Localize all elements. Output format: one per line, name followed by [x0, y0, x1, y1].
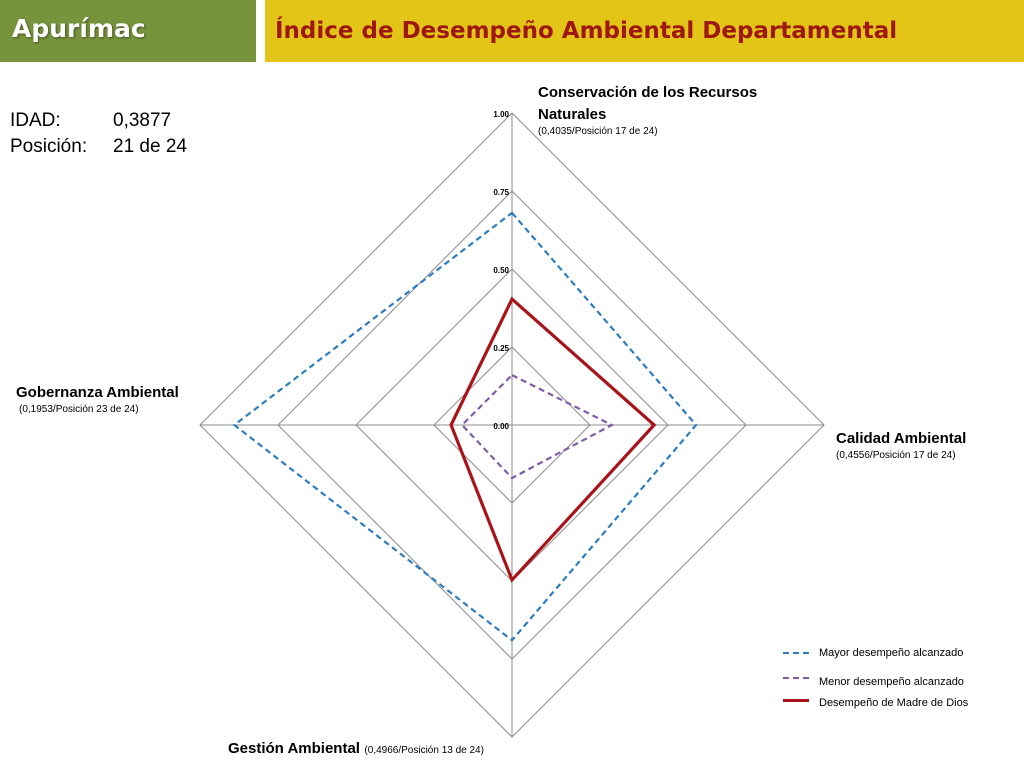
axis-name-calidad: Calidad Ambiental	[836, 430, 967, 447]
legend-label-region: Desempeño de Madre de Dios	[819, 697, 969, 709]
series-line-2	[449, 296, 657, 583]
legend-label-min: Menor desempeño alcanzado	[819, 676, 964, 688]
tick-label-3: 0.75	[493, 188, 509, 197]
axis-label-right: Calidad Ambiental (0,4556/Posición 17 de…	[836, 428, 966, 461]
tick-label-4: 1.00	[493, 110, 509, 119]
axis-detail-gobernanza: (0,1953/Posición 23 de 24)	[19, 404, 139, 415]
axis-detail-gestion: (0,4966/Posición 13 de 24)	[364, 745, 484, 756]
legend-swatch-min	[783, 677, 809, 679]
axis-detail-conservacion: (0,4035/Posición 17 de 24)	[538, 126, 658, 137]
page-header: Índice de Desempeño Ambiental Departamen…	[265, 0, 1024, 62]
summary-panel: IDAD: 0,3877 Posición: 21 de 24	[10, 108, 187, 160]
position-value: 21 de 24	[113, 136, 187, 157]
axis-label-top: Conservación de los Recursos Naturales (…	[538, 82, 798, 137]
series-line-1	[460, 373, 615, 480]
region-header: Apurímac	[0, 0, 256, 62]
legend-label-max: Mayor desempeño alcanzado	[819, 647, 964, 659]
idad-row: IDAD: 0,3877	[10, 108, 187, 134]
legend-swatch-max	[783, 652, 809, 654]
idad-value: 0,3877	[113, 110, 172, 131]
tick-label-2: 0.50	[493, 266, 509, 275]
page-title: Índice de Desempeño Ambiental Departamen…	[275, 18, 898, 44]
position-label: Posición:	[10, 136, 88, 157]
region-title: Apurímac	[12, 14, 146, 43]
series-line-0	[232, 211, 698, 642]
tick-label-0: 0.00	[493, 422, 509, 431]
axis-label-bottom: Gestión Ambiental (0,4966/Posición 13 de…	[228, 738, 484, 760]
idad-label: IDAD:	[10, 110, 61, 131]
tick-label-1: 0.25	[493, 344, 509, 353]
axis-name-gobernanza: Gobernanza Ambiental	[16, 384, 179, 401]
axis-name-conservacion: Conservación de los Recursos Naturales	[538, 84, 758, 123]
axis-detail-calidad: (0,4556/Posición 17 de 24)	[836, 450, 956, 461]
position-row: Posición: 21 de 24	[10, 134, 187, 160]
legend-swatch-region	[783, 699, 809, 702]
axis-name-gestion: Gestión Ambiental	[228, 740, 360, 757]
axis-label-left: Gobernanza Ambiental (0,1953/Posición 23…	[16, 382, 179, 415]
